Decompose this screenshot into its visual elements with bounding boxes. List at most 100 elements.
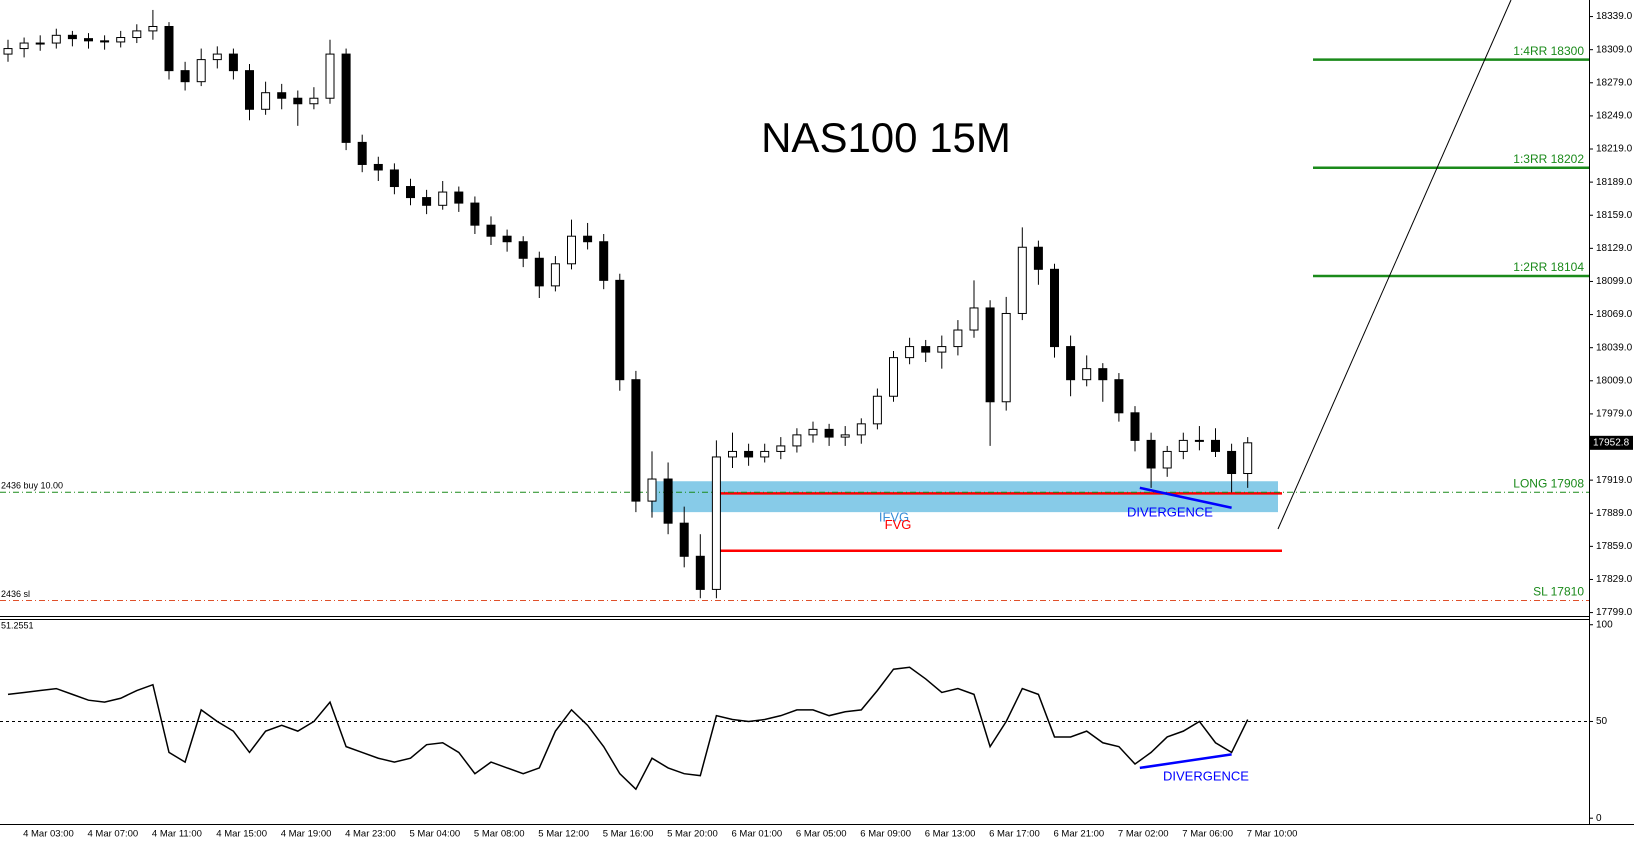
- candle-body: [100, 40, 110, 43]
- candle-body: [953, 329, 963, 348]
- candle-body: [1082, 368, 1092, 381]
- x-tick-label: 5 Mar 20:00: [667, 829, 718, 840]
- x-tick-label: 6 Mar 13:00: [925, 829, 976, 840]
- ifvg-label: IFVG: [879, 510, 909, 525]
- candle-body: [148, 25, 158, 32]
- candle-body: [422, 197, 432, 206]
- projection-line: [1277, 0, 1512, 530]
- candle-body: [518, 241, 528, 259]
- candle-body: [1114, 379, 1124, 414]
- x-tick-label: 4 Mar 11:00: [152, 829, 202, 840]
- y-tick-label: 18189.0: [1596, 177, 1633, 188]
- candle-body: [550, 263, 560, 287]
- candle-body: [1033, 246, 1043, 270]
- y-tick-label: 18249.0: [1596, 111, 1633, 122]
- y-tick-label: 17829.0: [1596, 574, 1633, 585]
- candle-body: [744, 450, 754, 458]
- candle-body: [679, 522, 689, 557]
- candle-body: [728, 450, 737, 458]
- candle-body: [647, 478, 657, 502]
- ifvg-zone: [651, 481, 1278, 513]
- y-tick-label: 18219.0: [1596, 144, 1633, 155]
- candle-body: [711, 456, 721, 590]
- candle-body: [824, 428, 834, 438]
- x-tick-label: 4 Mar 07:00: [88, 829, 139, 840]
- candle-body: [132, 30, 142, 39]
- candle-body: [1066, 346, 1076, 381]
- x-tick-label: 7 Mar 02:00: [1118, 829, 1169, 840]
- long-label: LONG 17908: [1513, 476, 1584, 490]
- x-tick-label: 4 Mar 03:00: [23, 829, 74, 840]
- y-tick-label: 18339.0: [1596, 11, 1633, 22]
- candle-body: [389, 169, 399, 188]
- x-tick-label: 4 Mar 23:00: [345, 829, 396, 840]
- y-tick-label: 18009.0: [1596, 375, 1633, 386]
- y-tick-label: 18129.0: [1596, 243, 1633, 254]
- candle-body: [1178, 439, 1188, 452]
- candle-body: [325, 53, 335, 99]
- x-tick-label: 6 Mar 17:00: [989, 829, 1040, 840]
- current-price-label: 17952.8: [1593, 437, 1630, 448]
- x-tick-label: 6 Mar 01:00: [732, 829, 783, 840]
- candle-body: [1001, 312, 1011, 403]
- x-tick-label: 7 Mar 06:00: [1182, 829, 1233, 840]
- candle-body: [1211, 439, 1220, 452]
- candle-body: [776, 445, 786, 452]
- rsi-value: 51.2551: [1, 620, 34, 630]
- candle-body: [3, 48, 13, 55]
- candle-body: [1227, 450, 1237, 475]
- candle-body: [792, 434, 802, 447]
- rr-label: 1:3RR 18202: [1513, 152, 1584, 166]
- candle-body: [856, 423, 866, 436]
- candle-body: [937, 346, 947, 353]
- candle-body: [1017, 246, 1027, 314]
- divergence-line: [1139, 486, 1232, 509]
- x-tick-label: 6 Mar 21:00: [1054, 829, 1105, 840]
- candle-body: [534, 257, 544, 287]
- candle-body: [889, 357, 898, 397]
- candle-body: [1146, 439, 1156, 469]
- candle-body: [180, 70, 190, 83]
- x-tick-label: 4 Mar 15:00: [216, 829, 267, 840]
- x-tick-label: 5 Mar 04:00: [410, 829, 461, 840]
- candle-body: [277, 92, 287, 99]
- candle-body: [19, 42, 29, 50]
- candle-body: [261, 92, 271, 110]
- y-tick-label: 17979.0: [1596, 409, 1633, 420]
- rr-label: 1:4RR 18300: [1513, 44, 1584, 58]
- candle-body: [1162, 450, 1172, 469]
- candle-body: [35, 42, 45, 45]
- candle-body: [1098, 368, 1108, 381]
- x-tick-label: 6 Mar 09:00: [860, 829, 911, 840]
- candle-body: [341, 53, 351, 143]
- fvg-label: FVG: [885, 517, 912, 532]
- y-tick-label: 50: [1596, 716, 1608, 727]
- x-tick-label: 6 Mar 05:00: [796, 829, 847, 840]
- long-order-label: 2436 buy 10.00: [1, 481, 63, 491]
- divergence-line: [1139, 753, 1232, 770]
- candle-body: [486, 224, 496, 237]
- candle-body: [164, 25, 174, 72]
- rsi-line: [7, 666, 1249, 791]
- candle-body: [470, 202, 480, 226]
- candle-body: [969, 307, 979, 331]
- candle-body: [583, 235, 593, 243]
- divergence-label: DIVERGENCE: [1163, 768, 1249, 783]
- candle-body: [245, 70, 254, 110]
- candle-body: [985, 307, 995, 403]
- x-tick-label: 4 Mar 19:00: [281, 829, 332, 840]
- current-price-box: [1590, 435, 1633, 450]
- candle-body: [373, 163, 383, 171]
- candle-body: [116, 37, 126, 43]
- y-tick-label: 18309.0: [1596, 44, 1633, 55]
- y-tick-label: 18039.0: [1596, 342, 1633, 353]
- divergence-label: DIVERGENCE: [1127, 504, 1213, 519]
- candle-body: [406, 186, 415, 199]
- sl-order-label: 2436 sl: [1, 589, 30, 599]
- y-tick-label: 17859.0: [1596, 541, 1633, 552]
- candle-body: [840, 434, 850, 438]
- y-tick-label: 100: [1596, 619, 1613, 630]
